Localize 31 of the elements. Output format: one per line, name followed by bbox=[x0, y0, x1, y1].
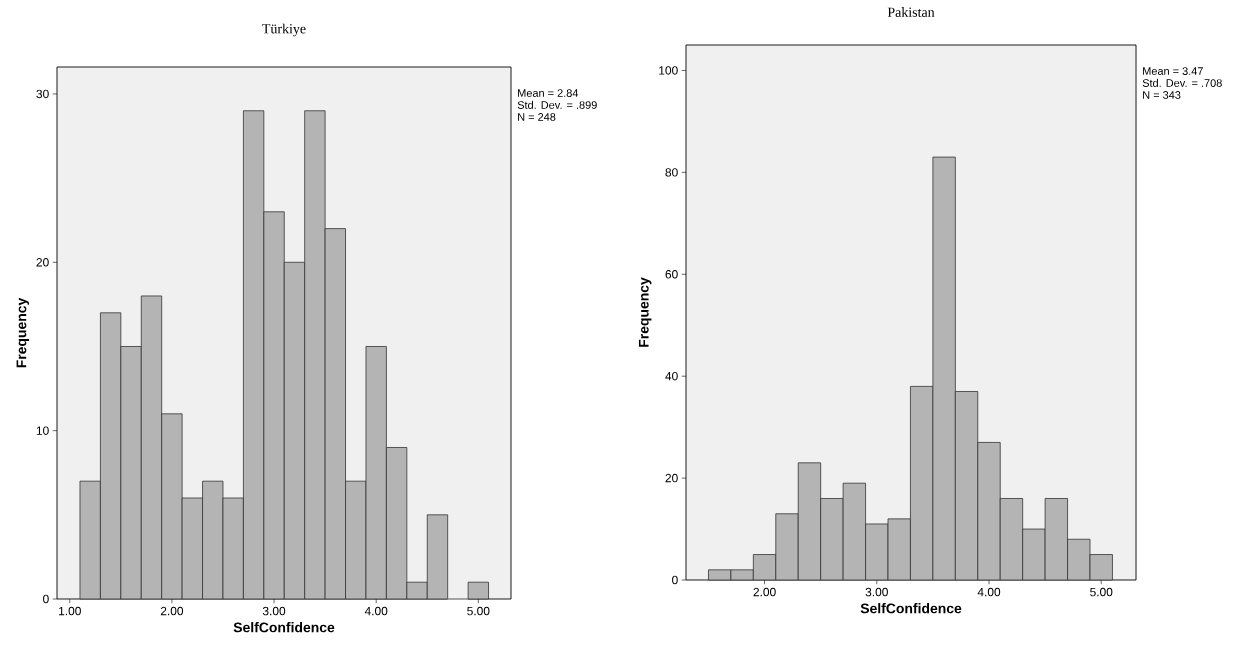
x-tick-label: 5.00 bbox=[1090, 587, 1113, 597]
x-tick-label: 4.00 bbox=[977, 587, 1001, 597]
x-tick-label: 3.00 bbox=[865, 587, 888, 597]
chart-title: Pakistan bbox=[887, 7, 935, 17]
x-tick-label: 2.00 bbox=[753, 587, 776, 597]
y-tick-label: 0 bbox=[43, 594, 49, 604]
text: Mean = 2.84 bbox=[518, 89, 579, 97]
text: Std. Dev. = .708 bbox=[1142, 78, 1222, 87]
text: Std. Dev. = .899 bbox=[517, 100, 597, 109]
y-axis-title: Frequency bbox=[16, 297, 30, 368]
y-tick-label: 100 bbox=[659, 66, 678, 75]
x-tick-label: 5.00 bbox=[467, 606, 490, 616]
y-tick-label: 30 bbox=[36, 89, 49, 99]
x-tick-label: 2.00 bbox=[160, 606, 184, 616]
x-axis-title: SelfConfidence bbox=[860, 603, 962, 614]
y-tick-label: 10 bbox=[36, 426, 49, 435]
chart-title: Türkiye bbox=[262, 23, 306, 37]
x-tick-label: 4.00 bbox=[364, 606, 388, 616]
text: N = 248 bbox=[518, 113, 556, 121]
y-tick-label: 20 bbox=[36, 258, 49, 267]
y-tick-label: 0 bbox=[672, 575, 678, 585]
text: N = 343 bbox=[1143, 91, 1181, 99]
text: Mean = 3.47 bbox=[1143, 67, 1203, 75]
y-tick-label: 20 bbox=[665, 473, 678, 483]
x-tick-label: 1.00 bbox=[59, 606, 81, 616]
y-tick-label: 80 bbox=[665, 168, 678, 177]
y-tick-label: 60 bbox=[665, 270, 678, 279]
y-tick-label: 40 bbox=[665, 371, 678, 381]
y-axis-title: Frequency bbox=[638, 277, 652, 347]
x-tick-label: 3.00 bbox=[262, 606, 286, 616]
x-axis-title: SelfConfidence bbox=[233, 622, 335, 633]
